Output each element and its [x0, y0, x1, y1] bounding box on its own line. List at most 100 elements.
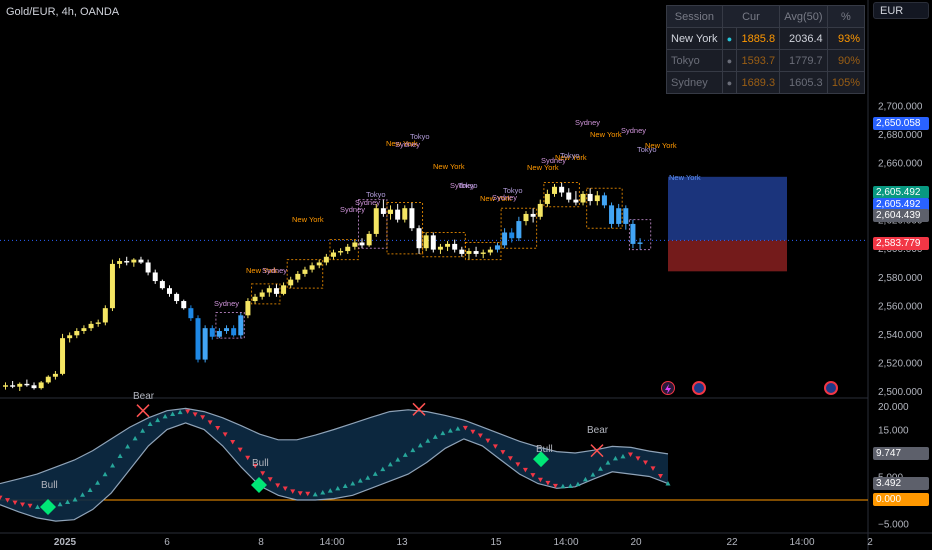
- candle-body: [409, 208, 415, 229]
- session-box: [500, 207, 538, 249]
- up-triangle: [155, 417, 161, 423]
- session-label: Tokyo: [560, 151, 580, 160]
- session-label: New York: [669, 173, 701, 182]
- osc-tick-label: 15.000: [878, 426, 909, 437]
- bull-diamond-icon: [40, 499, 56, 516]
- candle-body: [630, 223, 636, 244]
- event-globe-icon[interactable]: [824, 381, 838, 395]
- price-label-tp: 2,650.058: [873, 117, 929, 130]
- up-triangle: [425, 438, 431, 443]
- candle-body: [601, 195, 607, 206]
- symbol-title[interactable]: Gold/EUR, 4h, OANDA: [6, 6, 120, 18]
- candle-body: [466, 251, 472, 254]
- price-label-last: 2,605.492: [873, 186, 929, 199]
- lightning-icon[interactable]: [661, 381, 675, 395]
- bull-diamond-icon: [533, 451, 549, 468]
- candle-body: [60, 338, 66, 374]
- down-triangle: [470, 429, 476, 435]
- session-box: [215, 311, 245, 339]
- bear-cross-stroke: [136, 404, 150, 418]
- session-row-sydney: Sydney ● 1689.3 1605.3 105%: [666, 71, 866, 94]
- down-triangle: [507, 456, 513, 461]
- candle-body: [109, 263, 115, 309]
- candle-body: [117, 261, 123, 264]
- down-triangle: [252, 463, 258, 469]
- candle-body: [166, 288, 172, 294]
- up-triangle: [65, 499, 71, 505]
- candle-body: [74, 331, 80, 336]
- up-triangle: [170, 411, 176, 416]
- down-triangle: [282, 486, 288, 492]
- candle-body: [3, 385, 8, 387]
- down-triangle: [642, 460, 648, 466]
- down-triangle: [290, 489, 296, 494]
- osc-band-fill: [0, 408, 668, 522]
- up-triangle: [320, 490, 326, 495]
- price-label-close: 2,604.439: [873, 209, 929, 222]
- session-label: Sydney: [492, 193, 517, 202]
- up-triangle: [417, 442, 423, 448]
- price-label-entry: 2,605.492: [873, 198, 929, 211]
- down-triangle: [20, 502, 26, 507]
- candle-body: [437, 246, 443, 250]
- candle-body: [302, 269, 308, 274]
- stop-loss-zone: [668, 240, 787, 272]
- event-globe-icon[interactable]: [692, 381, 706, 395]
- candle-body: [259, 292, 265, 297]
- time-tick-label: 6: [164, 537, 170, 548]
- price-tick-label: 2,580.000: [878, 273, 923, 284]
- price-tick-label: 2,560.000: [878, 301, 923, 312]
- candle-body: [587, 193, 593, 202]
- down-triangle: [627, 452, 633, 458]
- down-triangle: [207, 420, 213, 425]
- candle-body: [316, 262, 322, 266]
- bear-cross-icon: [590, 444, 604, 458]
- take-profit-zone: [668, 176, 787, 241]
- time-tick-label: 8: [258, 537, 264, 548]
- up-triangle: [342, 483, 348, 488]
- up-triangle: [612, 455, 618, 461]
- down-triangle: [515, 462, 521, 467]
- candle-body: [352, 242, 358, 247]
- candle-body: [195, 318, 201, 360]
- bear-cross-icon: [136, 404, 150, 418]
- up-triangle: [365, 475, 371, 480]
- candle-body: [266, 288, 272, 293]
- candle-body: [95, 322, 101, 324]
- candle-body: [209, 328, 215, 337]
- time-tick-label: 22: [726, 537, 738, 548]
- session-box: [464, 241, 502, 261]
- candle-body: [395, 209, 401, 220]
- up-triangle: [560, 483, 566, 489]
- up-triangle: [605, 460, 611, 465]
- price-tick-label: 2,700.000: [878, 101, 923, 112]
- down-triangle: [635, 456, 641, 461]
- candle-body: [231, 328, 237, 336]
- session-label: Sydney: [340, 205, 365, 214]
- candle-body: [616, 208, 622, 224]
- candle-body: [623, 208, 629, 224]
- session-row-newyork: New York ● 1885.8 2036.4 93%: [666, 27, 866, 50]
- up-triangle: [132, 435, 138, 441]
- down-triangle: [657, 473, 663, 479]
- candle-body: [516, 221, 522, 239]
- up-triangle: [380, 466, 386, 472]
- up-triangle: [80, 492, 86, 497]
- up-triangle: [140, 428, 146, 433]
- up-triangle: [177, 409, 183, 415]
- candle-body: [502, 232, 508, 246]
- candle-body: [224, 328, 230, 332]
- candle-body: [473, 251, 479, 254]
- candle-body: [152, 272, 158, 282]
- currency-button[interactable]: EUR: [873, 2, 929, 19]
- session-box: [386, 202, 424, 255]
- up-triangle: [665, 481, 671, 486]
- up-triangle: [620, 453, 626, 459]
- down-triangle: [12, 500, 18, 506]
- candle-body: [273, 288, 279, 294]
- session-label: Tokyo: [637, 145, 657, 154]
- candle-body: [188, 308, 194, 319]
- session-label: New York: [527, 163, 559, 172]
- down-triangle: [185, 409, 191, 414]
